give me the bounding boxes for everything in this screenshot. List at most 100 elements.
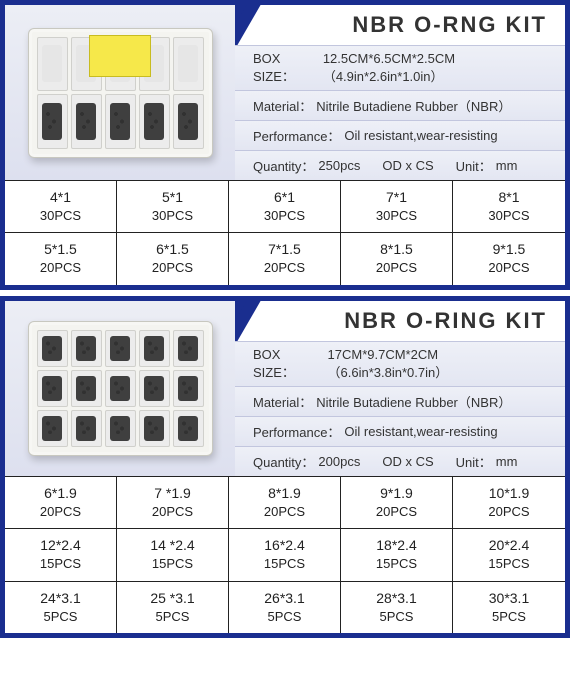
quantity-row: Quantity：250pcsOD x CSUnit：mm <box>235 150 565 180</box>
oring-pile <box>42 376 62 401</box>
size-qty: 15PCS <box>457 555 561 573</box>
size-qty: 20PCS <box>457 503 561 521</box>
size-qty: 20PCS <box>233 259 336 277</box>
size-cell: 9*1.520PCS <box>453 232 565 284</box>
size-qty: 30PCS <box>345 207 448 225</box>
oring-pile <box>76 416 96 441</box>
info-panel: NBR O-RING KIT BOX SIZE：17CM*9.7CM*2CM（6.… <box>235 301 565 476</box>
size-qty: 20PCS <box>233 503 336 521</box>
size-value: 9*1.5 <box>457 240 561 259</box>
spec-text: Oil resistant,wear-resisting <box>344 128 497 143</box>
oring-pile <box>76 376 96 401</box>
size-cell: 12*2.415PCS <box>5 528 117 580</box>
spec-text: Oil resistant,wear-resisting <box>344 424 497 439</box>
box-size-row: BOX SIZE：17CM*9.7CM*2CM（6.6in*3.8in*0.7i… <box>235 341 565 386</box>
compartment <box>139 94 170 149</box>
sizes-grid: 4*130PCS5*130PCS6*130PCS7*130PCS8*130PCS… <box>5 180 565 285</box>
oring-pile <box>110 103 130 140</box>
compartment <box>71 94 102 149</box>
size-cell: 25 *3.15PCS <box>117 581 229 633</box>
size-qty: 20PCS <box>9 503 112 521</box>
compartment <box>105 410 136 447</box>
oring-pile <box>76 336 96 361</box>
size-cell: 6*130PCS <box>229 180 341 232</box>
size-qty: 20PCS <box>121 259 224 277</box>
kit-card: NBR O-RING KIT BOX SIZE：17CM*9.7CM*2CM（6.… <box>0 296 570 638</box>
compartment <box>37 410 68 447</box>
compartment <box>37 37 68 92</box>
material-row: Material：Nitrile Butadiene Rubber（NBR） <box>235 386 565 416</box>
kit-card: NBR O-RNG KIT BOX SIZE：12.5CM*6.5CM*2.5CM… <box>0 0 570 290</box>
performance-row: Performance：Oil resistant,wear-resisting <box>235 416 565 446</box>
compartment <box>37 370 68 407</box>
spec-text: BOX SIZE： <box>253 347 324 381</box>
box-illustration <box>28 28 213 158</box>
oring-pile <box>42 103 62 140</box>
compartment <box>173 37 204 92</box>
size-value: 10*1.9 <box>457 484 561 503</box>
size-cell: 7*130PCS <box>341 180 453 232</box>
size-cell: 8*1.920PCS <box>229 476 341 528</box>
oring-pile <box>42 336 62 361</box>
product-image <box>5 301 235 476</box>
compartment <box>37 94 68 149</box>
size-value: 7 *1.9 <box>121 484 224 503</box>
title-bar: NBR O-RNG KIT <box>235 5 565 45</box>
size-cell: 7 *1.920PCS <box>117 476 229 528</box>
size-cell: 7*1.520PCS <box>229 232 341 284</box>
compartment <box>173 370 204 407</box>
spec-text: Material： <box>253 96 312 115</box>
size-qty: 30PCS <box>9 207 112 225</box>
compartment <box>139 410 170 447</box>
size-qty: 5PCS <box>345 608 448 626</box>
size-value: 4*1 <box>9 188 112 207</box>
spec-text: 200pcs <box>318 454 360 469</box>
size-cell: 8*1.520PCS <box>341 232 453 284</box>
spec-text: OD x CS <box>382 454 433 469</box>
oring-pile <box>178 103 198 140</box>
spec-text: Nitrile Butadiene Rubber（NBR） <box>316 392 511 411</box>
oring-pile <box>110 376 130 401</box>
size-qty: 15PCS <box>233 555 336 573</box>
oring-pile <box>110 336 130 361</box>
sizes-grid: 6*1.920PCS7 *1.920PCS8*1.920PCS9*1.920PC… <box>5 476 565 633</box>
size-value: 25 *3.1 <box>121 589 224 608</box>
box-illustration <box>28 321 213 456</box>
info-panel: NBR O-RNG KIT BOX SIZE：12.5CM*6.5CM*2.5CM… <box>235 5 565 180</box>
kit-title: NBR O-RNG KIT <box>352 12 547 38</box>
oring-pile <box>144 376 164 401</box>
size-cell: 14 *2.415PCS <box>117 528 229 580</box>
size-value: 6*1 <box>233 188 336 207</box>
quantity-row: Quantity：200pcsOD x CSUnit：mm <box>235 446 565 476</box>
spec-text: Unit： <box>456 156 492 175</box>
spec-text: Performance： <box>253 126 340 145</box>
compartment <box>71 330 102 367</box>
size-cell: 20*2.415PCS <box>453 528 565 580</box>
size-cell: 6*1.920PCS <box>5 476 117 528</box>
size-qty: 15PCS <box>345 555 448 573</box>
oring-pile <box>110 416 130 441</box>
size-qty: 15PCS <box>121 555 224 573</box>
size-cell: 5*130PCS <box>117 180 229 232</box>
spec-text: Nitrile Butadiene Rubber（NBR） <box>316 96 511 115</box>
compartment <box>173 94 204 149</box>
oring-pile <box>144 336 164 361</box>
size-value: 20*2.4 <box>457 536 561 555</box>
compartment <box>71 370 102 407</box>
size-value: 24*3.1 <box>9 589 112 608</box>
size-qty: 5PCS <box>121 608 224 626</box>
size-cell: 8*130PCS <box>453 180 565 232</box>
oring-pile <box>178 45 198 82</box>
spec-text: BOX SIZE： <box>253 51 319 85</box>
compartment <box>139 330 170 367</box>
compartment <box>105 370 136 407</box>
spec-text: 12.5CM*6.5CM*2.5CM（4.9in*2.6in*1.0in） <box>323 51 551 85</box>
kit-title: NBR O-RING KIT <box>344 308 547 334</box>
size-qty: 15PCS <box>9 555 112 573</box>
size-value: 30*3.1 <box>457 589 561 608</box>
spec-text: Unit： <box>456 452 492 471</box>
size-cell: 24*3.15PCS <box>5 581 117 633</box>
compartment <box>37 330 68 367</box>
spec-text: Quantity： <box>253 156 314 175</box>
oring-pile <box>178 416 198 441</box>
